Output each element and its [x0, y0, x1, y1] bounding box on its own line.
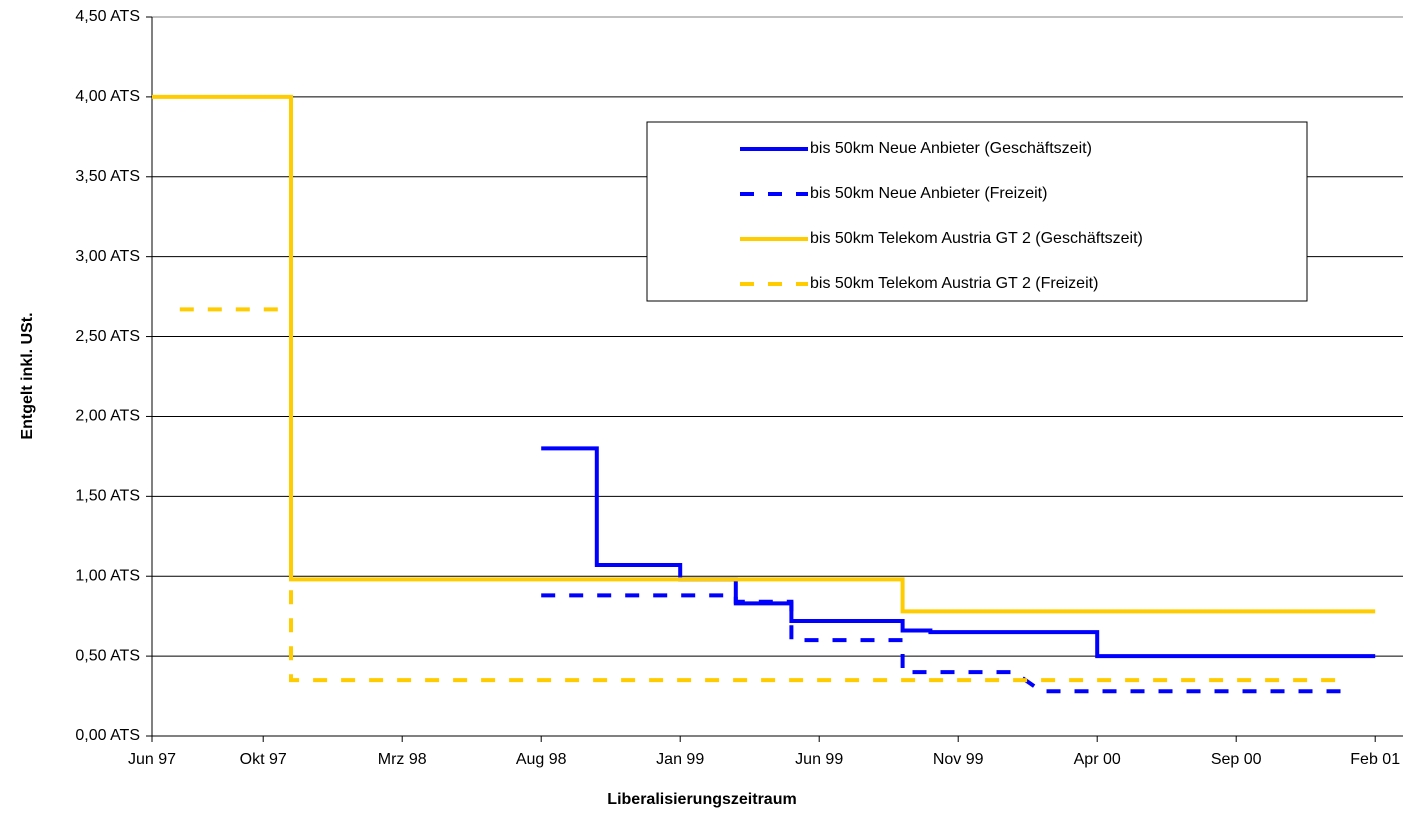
y-tick-label: 0,00 ATS	[75, 727, 140, 744]
series-line	[152, 94, 1376, 614]
y-tick-label: 4,50 ATS	[75, 8, 140, 25]
series-line	[541, 446, 1376, 659]
legend-box	[646, 121, 1308, 302]
y-tick-label: 2,00 ATS	[75, 408, 140, 425]
x-tick-label: Mrz 98	[378, 751, 427, 768]
x-axis-label: Liberalisierungszeitraum	[607, 791, 796, 808]
x-tick-label: Okt 97	[240, 751, 287, 768]
legend-label: bis 50km Neue Anbieter (Geschäftszeit)	[810, 140, 1092, 157]
x-tick-label: Jun 97	[128, 751, 176, 768]
y-tick-label: 3,50 ATS	[75, 168, 140, 185]
y-tick-label: 1,00 ATS	[75, 567, 140, 584]
series-line	[179, 307, 1348, 683]
x-tick-label: Aug 98	[516, 751, 567, 768]
legend-label: bis 50km Telekom Austria GT 2 (Freizeit)	[810, 275, 1098, 292]
y-tick-label: 0,50 ATS	[75, 647, 140, 664]
x-tick-label: Nov 99	[933, 751, 984, 768]
y-tick-label: 1,50 ATS	[75, 488, 140, 505]
legend-label: bis 50km Neue Anbieter (Freizeit)	[810, 185, 1047, 202]
y-axis-label: Entgelt inkl. USt.	[19, 312, 36, 439]
y-tick-label: 4,00 ATS	[75, 88, 140, 105]
legend: bis 50km Neue Anbieter (Geschäftszeit) bi…	[646, 121, 1308, 302]
x-tick-label: Feb 01	[1350, 751, 1400, 768]
x-tick-label: Jan 99	[656, 751, 704, 768]
x-tick-label: Apr 00	[1074, 751, 1121, 768]
y-tick-label: 2,50 ATS	[75, 328, 140, 345]
x-tick-label: Sep 00	[1211, 751, 1262, 768]
y-tick-label: 3,00 ATS	[75, 248, 140, 265]
x-tick-label: Jun 99	[795, 751, 843, 768]
legend-label: bis 50km Telekom Austria GT 2 (Geschäfts…	[810, 230, 1143, 247]
series-line	[541, 593, 1348, 694]
